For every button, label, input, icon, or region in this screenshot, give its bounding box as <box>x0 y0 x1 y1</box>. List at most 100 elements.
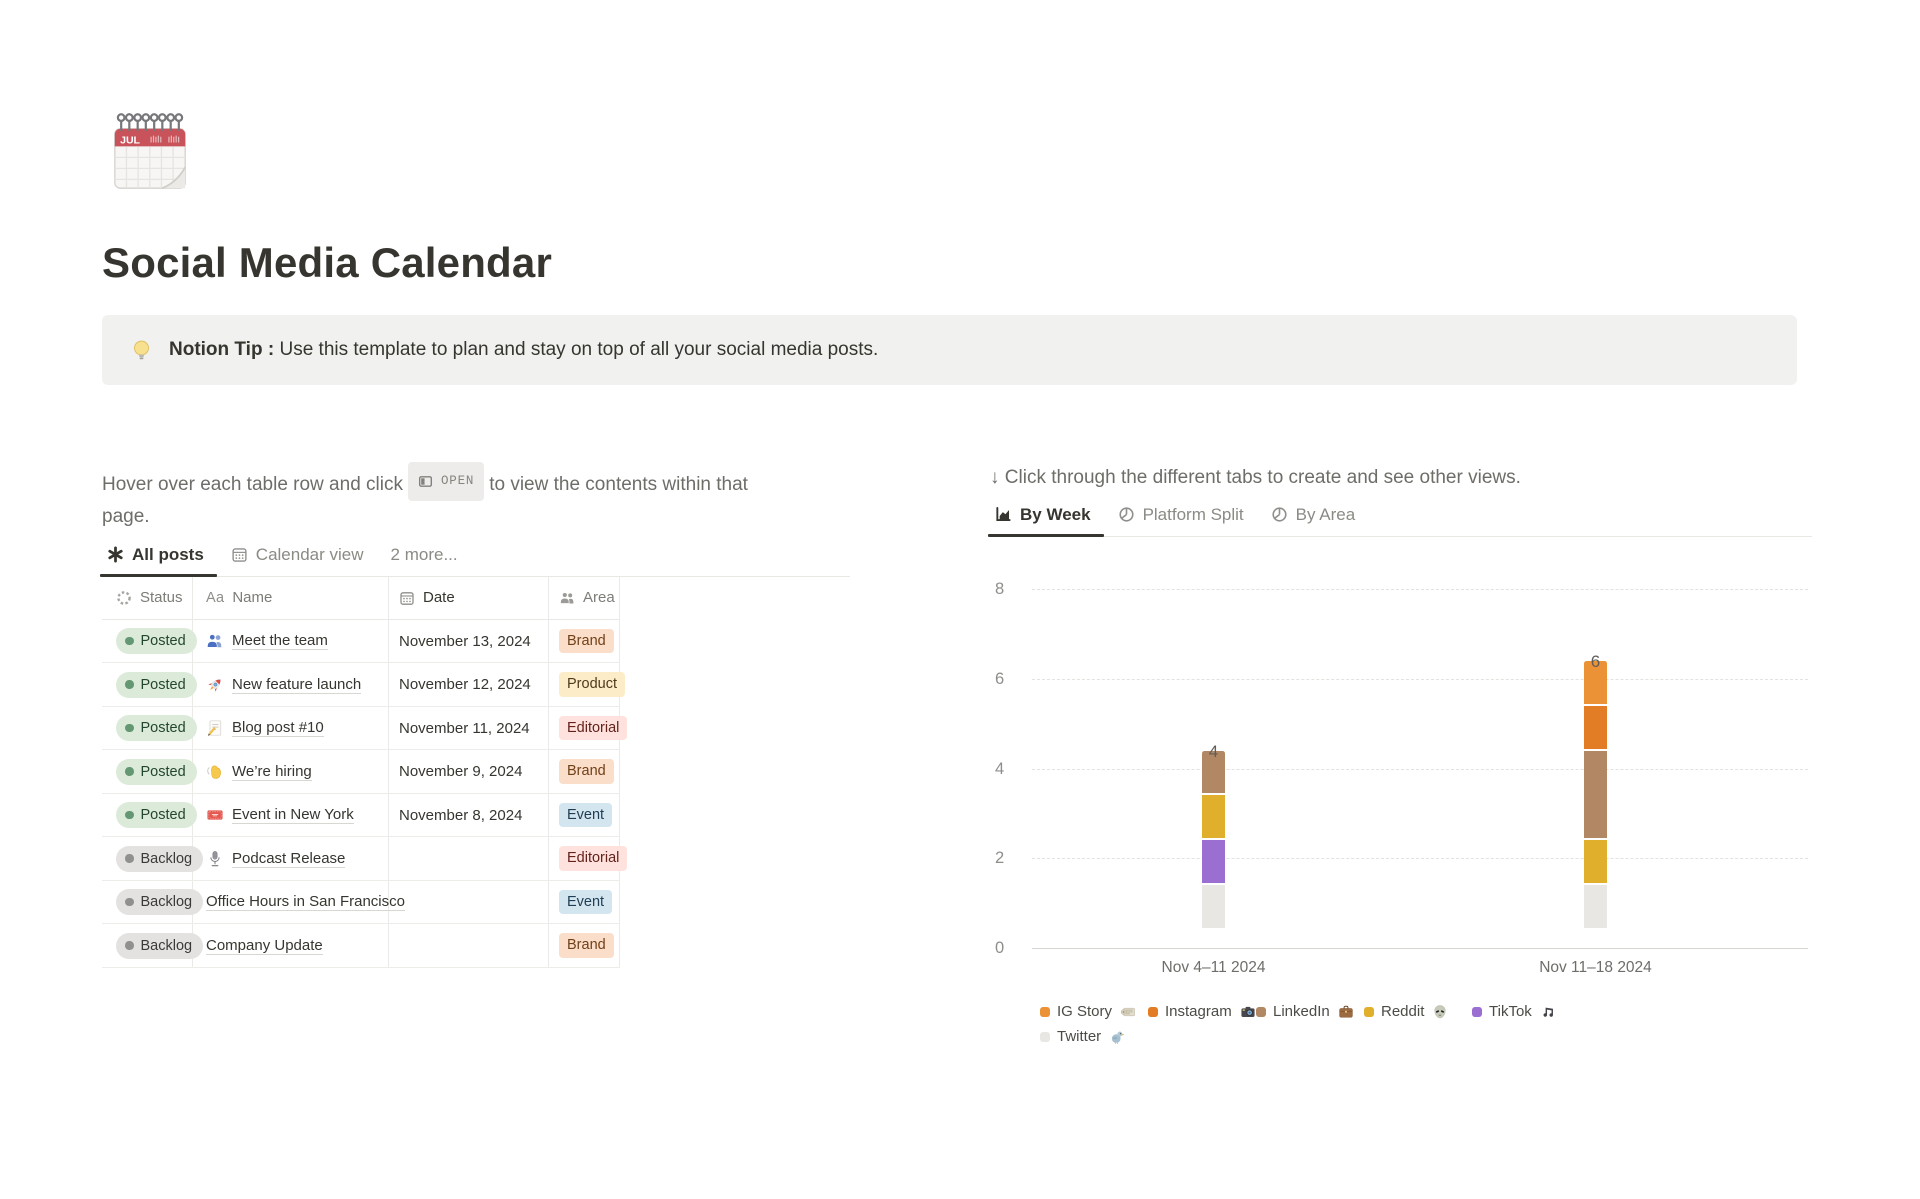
table-row-office-hours-in-san-francisco[interactable]: Backlog Office Hours in San Francisco Even… <box>102 880 620 925</box>
x-axis-baseline <box>1032 948 1808 949</box>
bar-segment-ig-story <box>1584 660 1607 704</box>
status-dot <box>125 941 134 950</box>
table-row-meet-the-team[interactable]: Posted Meet the team November 13, 2024 Bran… <box>102 619 620 664</box>
gridline <box>1032 858 1808 860</box>
y-axis-tick-label: 0 <box>995 939 1005 957</box>
area-tag: Event <box>559 889 613 915</box>
status-pill: Posted <box>116 671 197 698</box>
legend-ig-story: IG Story <box>1040 1003 1148 1020</box>
column-header-label: Area <box>583 589 615 607</box>
chart-view-tab-by-week[interactable]: By Week <box>988 504 1104 537</box>
view-tab-all-posts[interactable]: All posts <box>100 545 217 577</box>
legend-swatch <box>1472 1006 1482 1017</box>
open-label: OPEN <box>440 474 475 488</box>
status-pill: Backlog <box>116 889 204 915</box>
status-pill: Backlog <box>116 845 204 872</box>
page-link[interactable]: Meet the team <box>232 632 328 650</box>
tab-label: 2 more... <box>390 544 458 564</box>
music-note-emoji <box>1540 1004 1556 1020</box>
column-header-label: Name <box>232 589 273 607</box>
x-axis-category-label: Nov 4–11 2024 <box>1161 959 1266 976</box>
bar-nov-4-11-2024[interactable] <box>1202 750 1225 928</box>
date-cell: November 12, 2024 <box>389 663 549 706</box>
table-row-we-re-hiring[interactable]: Posted We’re hiring November 9, 2024 Brand <box>102 750 620 794</box>
table-row-podcast-release[interactable]: Backlog Podcast Release Editorial <box>102 837 628 881</box>
chart-view-tab-platform-split[interactable]: Platform Split <box>1113 505 1249 536</box>
status-label: Backlog <box>140 894 193 910</box>
legend-swatch <box>1040 1006 1050 1017</box>
left-panel: Hover over each table row and click OPEN t… <box>100 462 852 968</box>
y-axis-tick-label: 6 <box>995 669 1005 688</box>
camera-emoji <box>1240 1004 1256 1020</box>
status-dot <box>125 897 134 907</box>
bar-segment-linkedin <box>1202 750 1225 794</box>
table-row-new-feature-launch[interactable]: Posted New feature launch November 12, 202… <box>102 663 625 707</box>
notion-tip-callout: Notion Tip : Use this template to plan a… <box>102 315 1797 385</box>
column-header-date[interactable]: Date <box>389 576 549 619</box>
gridline <box>1032 589 1808 590</box>
status-label: Posted <box>140 807 186 823</box>
legend-label: Twitter <box>1057 1028 1102 1045</box>
bar-chart-icon <box>995 506 1012 523</box>
legend-swatch <box>1364 1006 1374 1017</box>
page-link[interactable]: New feature launch <box>232 675 362 694</box>
callout-text: Notion Tip : Use this template to plan a… <box>169 339 879 360</box>
page-link[interactable]: Event in New York <box>232 806 354 824</box>
bird-emoji <box>1109 1029 1125 1045</box>
bar-segment-reddit <box>1584 840 1607 884</box>
chart-view-tab-by-area[interactable]: By Area <box>1266 505 1361 536</box>
view-tab-2-more[interactable]: 2 more... <box>386 545 463 576</box>
column-header-area[interactable]: Area <box>549 576 620 619</box>
table-row-company-update[interactable]: Backlog Company Update Brand <box>102 924 620 968</box>
date-cell <box>389 837 549 880</box>
page-link[interactable]: Company Update <box>206 936 323 955</box>
spiral-calendar-page-icon[interactable]: JUL <box>106 109 194 197</box>
bar-segment-linkedin <box>1584 750 1607 839</box>
status-dot <box>125 854 134 863</box>
table-row-blog-post-10[interactable]: Posted Blog post #10 November 11, 2024 Edit… <box>102 706 628 751</box>
bar-nov-11-18-2024[interactable] <box>1584 660 1607 928</box>
legend-label: Instagram <box>1165 1003 1232 1020</box>
status-pill: Posted <box>116 802 197 828</box>
status-pill: Posted <box>116 758 197 785</box>
area-tag: Brand <box>559 628 614 654</box>
memo-emoji <box>206 719 224 737</box>
page-link[interactable]: We’re hiring <box>232 762 312 781</box>
status-pill: Posted <box>116 715 197 741</box>
y-axis-tick-label: 8 <box>995 580 1005 598</box>
svg-text:JUL: JUL <box>120 134 140 146</box>
column-header-name[interactable]: Aa Name <box>193 576 389 619</box>
view-tab-calendar-view[interactable]: Calendar view <box>226 545 369 576</box>
aa-icon: Aa <box>206 589 225 606</box>
briefcase-emoji <box>1338 1004 1354 1020</box>
bar-segment-twitter <box>1584 885 1607 928</box>
table-row-event-in-new-york[interactable]: Posted Event in New York November 8, 2024 E… <box>102 793 620 838</box>
calendar-icon <box>231 546 248 563</box>
legend-reddit: Reddit <box>1364 1003 1472 1020</box>
page-link[interactable]: Podcast Release <box>232 849 346 868</box>
legend-label: LinkedIn <box>1273 1003 1330 1020</box>
status-label: Posted <box>140 633 186 649</box>
calendar-icon <box>399 590 415 606</box>
right-panel: ↓ Click through the different tabs to cr… <box>988 462 1812 537</box>
status-label: Posted <box>140 676 186 693</box>
x-axis-category-label: Nov 11–18 2024 <box>1539 959 1652 976</box>
tab-label: By Week <box>1020 504 1091 524</box>
status-dot <box>125 767 134 776</box>
chart-legend: IG Story Instagram LinkedIn Reddit TikTok Twi… <box>1040 1003 1580 1045</box>
page-link[interactable]: Office Hours in San Francisco <box>206 893 405 911</box>
column-header-status[interactable]: Status <box>102 576 193 619</box>
wave-emoji <box>206 763 224 781</box>
area-tag: Event <box>559 802 613 828</box>
area-tag: Brand <box>559 933 614 958</box>
tab-label: Platform Split <box>1142 504 1244 524</box>
status-dot <box>125 636 134 646</box>
area-tag: Editorial <box>559 715 628 741</box>
chart-instructions: ↓ Click through the different tabs to cr… <box>990 467 1521 488</box>
legend-twitter: Twitter <box>1040 1028 1148 1045</box>
people-icon <box>559 590 575 606</box>
legend-instagram: Instagram <box>1148 1003 1256 1020</box>
page-link[interactable]: Blog post #10 <box>232 719 324 737</box>
chart-view-tabs: By Week Platform Split By Area <box>988 504 1812 537</box>
date-cell: November 13, 2024 <box>389 619 549 663</box>
